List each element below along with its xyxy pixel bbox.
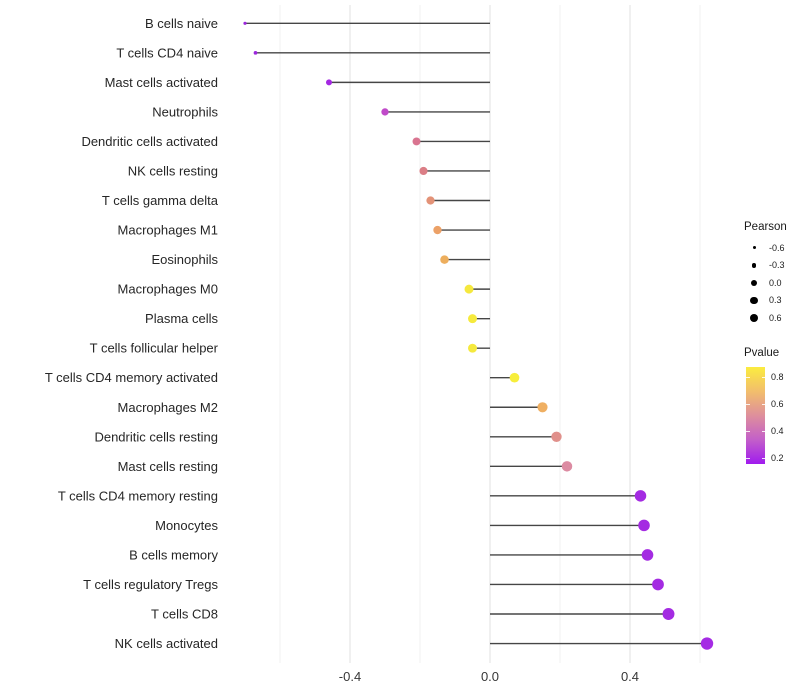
pvalue-colorbar-tick-label: 0.2 — [771, 453, 784, 463]
y-axis-label: T cells gamma delta — [102, 193, 219, 208]
pvalue-color-legend: Pvalue 0.8 0.6 0.4 0.2 — [744, 347, 800, 467]
legend-size-dot-wrap — [746, 296, 762, 304]
pvalue-legend-title: Pvalue — [744, 346, 780, 359]
colorbar-tick-mark — [746, 377, 750, 378]
data-point-dendritic-cells-resting — [551, 431, 562, 442]
pvalue-colorbar — [746, 366, 765, 464]
legend-size-label: -0.3 — [769, 260, 785, 271]
legend-size-label: 0.0 — [769, 277, 782, 288]
y-axis-label: Mast cells resting — [118, 459, 218, 474]
pearson-size-legend: Pearson -0.6 -0.3 0.0 0.3 0.6 — [744, 221, 800, 327]
legend-size-dot — [751, 262, 757, 268]
y-axis-label: Monocytes — [155, 518, 218, 533]
data-point-mast-cells-activated — [325, 79, 333, 86]
colorbar-tick-mark — [761, 458, 765, 459]
x-axis-tick-label: 0.0 — [481, 669, 499, 684]
legend-size-dot-wrap — [746, 262, 762, 268]
y-axis-label: B cells memory — [129, 547, 218, 562]
legend-size-entry: -0.6 — [744, 239, 800, 257]
data-point-eosinophils — [440, 255, 449, 264]
legend-size-dot — [751, 279, 757, 286]
legend-size-label: -0.6 — [769, 242, 785, 253]
x-axis-tick-label: 0.4 — [621, 669, 639, 684]
legend-size-label: 0.3 — [769, 295, 782, 306]
data-point-dendritic-cells-activated — [412, 137, 421, 146]
y-axis-label: T cells CD4 memory activated — [45, 370, 218, 385]
data-point-t-cells-cd4-naive — [253, 50, 258, 55]
legend-size-dot-wrap — [746, 246, 762, 250]
data-point-t-cells-cd8 — [662, 608, 675, 620]
legend-size-entry: -0.3 — [744, 257, 800, 275]
data-point-nk-cells-activated — [700, 637, 714, 650]
y-axis-label: Macrophages M0 — [118, 282, 218, 297]
y-axis-label: T cells CD4 memory resting — [58, 488, 218, 503]
legend-size-dot — [750, 296, 758, 304]
colorbar-tick-mark — [761, 377, 765, 378]
y-axis-label: B cells naive — [145, 16, 218, 31]
pvalue-colorbar-tick-label: 0.4 — [771, 426, 784, 436]
data-point-b-cells-naive — [243, 21, 247, 25]
data-point-t-cells-follicular-helper — [468, 343, 477, 353]
y-axis-label: Macrophages M1 — [118, 223, 218, 238]
legend-size-dot — [752, 246, 756, 250]
colorbar-tick-mark — [746, 404, 750, 405]
legend-size-label: 0.6 — [769, 312, 782, 323]
legend-size-entry: 0.6 — [744, 309, 800, 327]
colorbar-tick-mark — [746, 431, 750, 432]
colorbar-tick-mark — [761, 404, 765, 405]
legend-panel: Pearson -0.6 -0.3 0.0 0.3 0.6 Pvalue 0.8 0.6 0… — [744, 221, 800, 467]
y-axis-label: Eosinophils — [152, 252, 219, 267]
data-point-t-cells-regulatory-tregs — [652, 578, 664, 591]
data-point-b-cells-memory — [641, 549, 654, 561]
y-axis-label: Neutrophils — [152, 104, 218, 119]
legend-size-dot-wrap — [746, 279, 762, 286]
data-point-neutrophils — [381, 108, 389, 116]
y-axis-label: NK cells activated — [115, 636, 218, 651]
y-axis-label: T cells CD8 — [151, 607, 218, 622]
pearson-legend-entries: -0.6 -0.3 0.0 0.3 0.6 — [744, 239, 800, 327]
pvalue-colorbar-tick-label: 0.8 — [771, 372, 784, 382]
legend-size-dot-wrap — [746, 313, 762, 322]
pvalue-colorbar-row: 0.8 0.6 0.4 0.2 — [744, 366, 800, 467]
y-axis-label: T cells CD4 naive — [116, 45, 218, 60]
data-point-t-cells-cd4-memory-activated — [509, 372, 520, 383]
colorbar-tick-mark — [761, 431, 765, 432]
legend-size-dot — [750, 313, 758, 322]
y-axis-label: Dendritic cells resting — [94, 429, 218, 444]
colorbar-tick-mark — [746, 458, 750, 459]
y-axis-label: T cells regulatory Tregs — [83, 577, 218, 592]
data-point-mast-cells-resting — [561, 461, 573, 472]
y-axis-label: T cells follicular helper — [90, 341, 219, 356]
y-axis-label: NK cells resting — [128, 163, 218, 178]
x-axis-tick-label: -0.4 — [339, 669, 361, 684]
y-axis-label: Plasma cells — [145, 311, 218, 326]
data-point-macrophages-m2 — [537, 402, 548, 413]
y-axis-label: Dendritic cells activated — [81, 134, 218, 149]
data-point-t-cells-cd4-memory-resting — [634, 490, 647, 502]
data-point-nk-cells-resting — [419, 166, 428, 176]
data-point-macrophages-m1 — [433, 225, 442, 235]
data-point-monocytes — [638, 519, 650, 532]
data-point-t-cells-gamma-delta — [426, 196, 435, 205]
y-axis-label: Macrophages M2 — [118, 400, 218, 415]
pearson-legend-title: Pearson — [744, 221, 787, 233]
y-axis-label: Mast cells activated — [105, 75, 218, 90]
data-point-macrophages-m0 — [464, 284, 474, 294]
pvalue-colorbar-tick-label: 0.6 — [771, 399, 784, 409]
legend-size-entry: 0.0 — [744, 274, 800, 292]
data-point-plasma-cells — [468, 314, 477, 324]
legend-size-entry: 0.3 — [744, 292, 800, 310]
